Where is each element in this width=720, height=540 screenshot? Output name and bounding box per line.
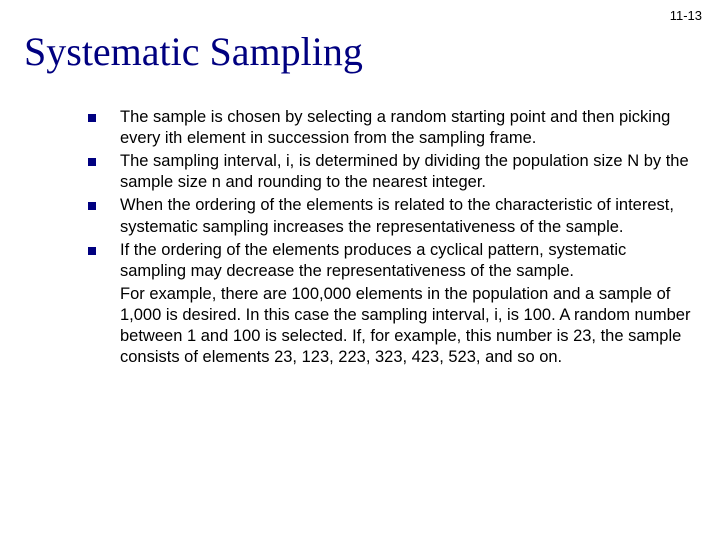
bullet-text: The sample is chosen by selecting a rand… (120, 107, 692, 149)
list-item: The sample is chosen by selecting a rand… (88, 107, 692, 149)
list-item: The sampling interval, i, is determined … (88, 151, 692, 193)
slide-title: Systematic Sampling (0, 0, 720, 75)
page-number: 11-13 (670, 8, 702, 23)
bullet-icon (88, 158, 96, 166)
list-item: When the ordering of the elements is rel… (88, 195, 692, 237)
list-item: For example, there are 100,000 elements … (88, 284, 692, 368)
content-area: The sample is chosen by selecting a rand… (0, 75, 720, 368)
bullet-icon (88, 114, 96, 122)
bullet-icon (88, 247, 96, 255)
bullet-text: For example, there are 100,000 elements … (120, 284, 692, 368)
bullet-text: If the ordering of the elements produces… (120, 240, 692, 282)
bullet-icon (88, 202, 96, 210)
bullet-text: The sampling interval, i, is determined … (120, 151, 692, 193)
bullet-text: When the ordering of the elements is rel… (120, 195, 692, 237)
list-item: If the ordering of the elements produces… (88, 240, 692, 282)
